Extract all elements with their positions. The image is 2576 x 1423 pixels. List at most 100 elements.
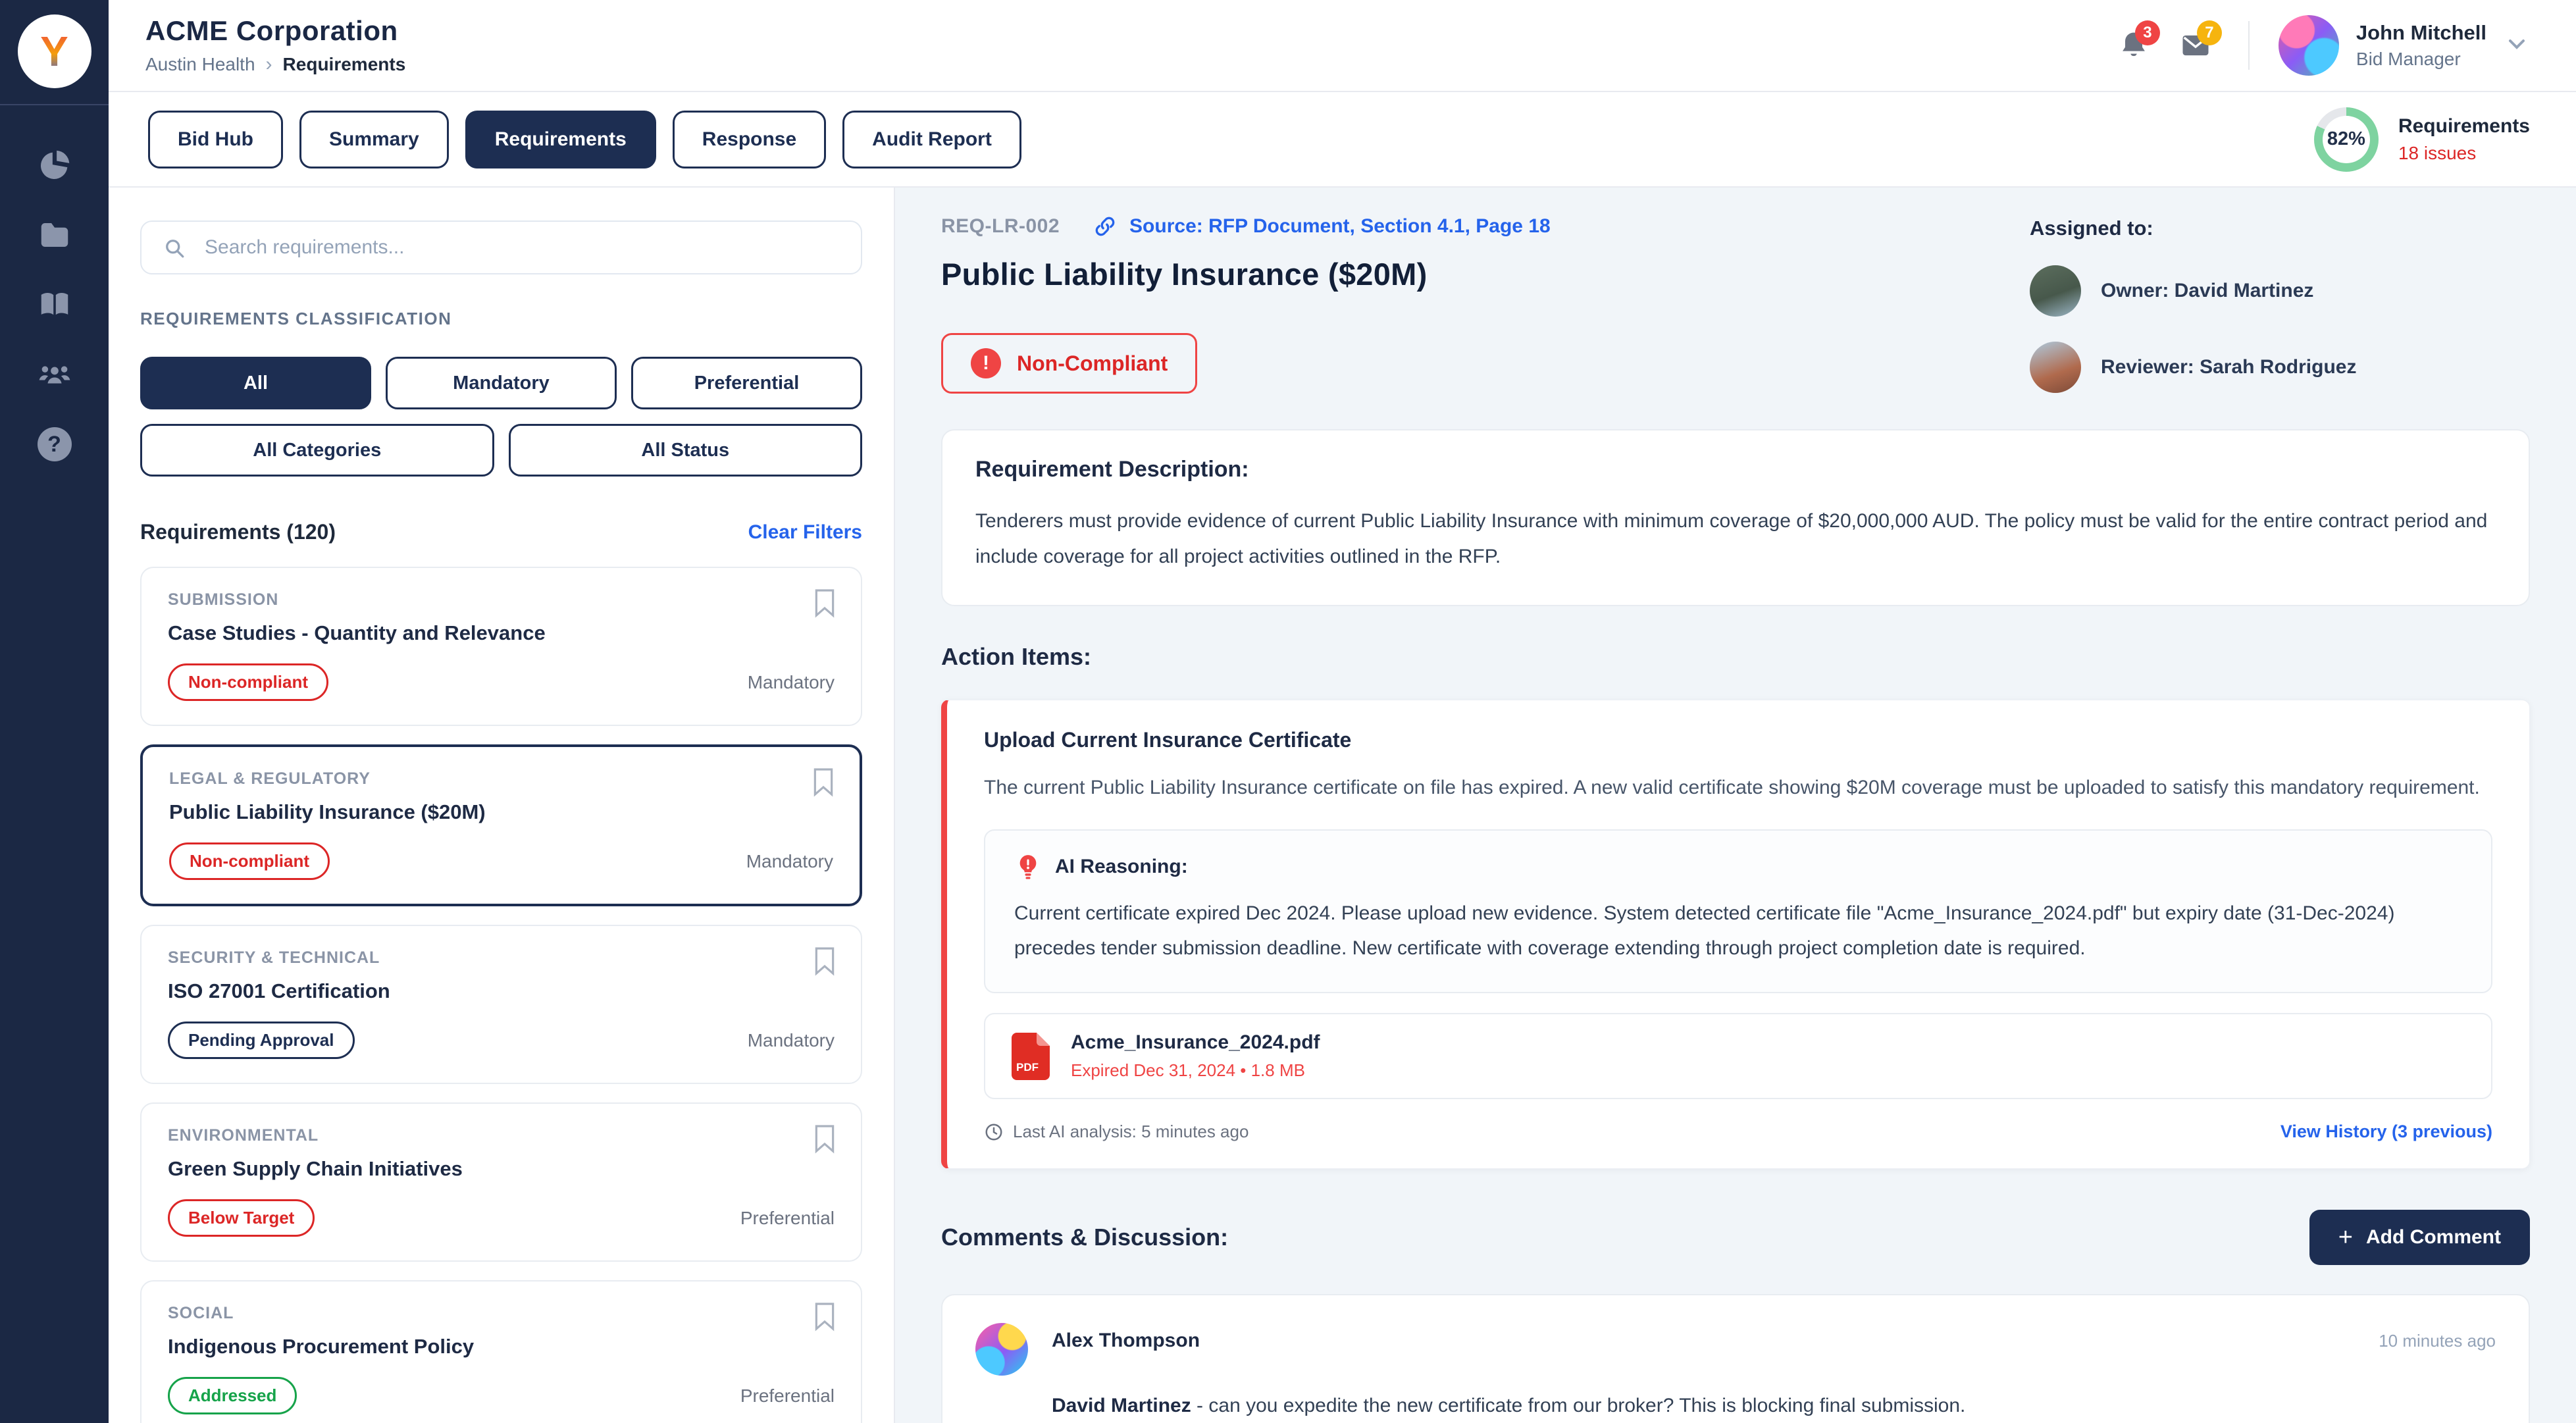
company-name: ACME Corporation [145, 15, 398, 46]
help-question-glyph: ? [37, 427, 72, 461]
add-comment-button[interactable]: + Add Comment [2309, 1210, 2530, 1265]
bookmark-icon[interactable] [812, 1301, 837, 1335]
tab-audit-report[interactable]: Audit Report [842, 110, 1021, 168]
item-type: Mandatory [747, 1029, 835, 1050]
list-item[interactable]: SECURITY & TECHNICAL ISO 27001 Certifica… [140, 925, 862, 1084]
bell-count-badge: 3 [2134, 20, 2160, 45]
filter-mandatory[interactable]: Mandatory [386, 357, 617, 409]
list-header: Requirements (120) Clear Filters [140, 520, 862, 544]
requirements-progress-widget: 82% Requirements 18 issues [2313, 107, 2530, 172]
classification-filter-row: All Mandatory Preferential [140, 357, 862, 409]
mail-icon[interactable]: 7 [2176, 20, 2222, 65]
comment-mention[interactable]: David Martinez [1052, 1395, 1191, 1416]
action-item-card: Upload Current Insurance Certificate The… [941, 700, 2530, 1169]
item-title: Case Studies - Quantity and Relevance [168, 621, 546, 644]
pie-chart-icon[interactable] [37, 147, 72, 183]
owner-avatar[interactable] [2030, 265, 2081, 317]
attachment-row[interactable]: PDF Acme_Insurance_2024.pdf Expired Dec … [984, 1013, 2492, 1099]
item-title: Indigenous Procurement Policy [168, 1335, 475, 1358]
description-card: Requirement Description: Tenderers must … [941, 429, 2530, 606]
search-box [140, 220, 862, 274]
list-title: Requirements (120) [140, 520, 336, 544]
description-heading: Requirement Description: [975, 457, 1249, 482]
plus-icon: + [2338, 1224, 2353, 1251]
action-title: Upload Current Insurance Certificate [984, 728, 1352, 752]
help-icon[interactable]: ? [37, 427, 72, 462]
header-title-block: ACME Corporation Austin Health › Require… [145, 15, 405, 76]
user-avatar[interactable] [2278, 15, 2339, 76]
comments-header: Comments & Discussion: + Add Comment [941, 1210, 2530, 1265]
progress-percent: 82% [2327, 128, 2365, 149]
detail-main: REQ-LR-002 Source: RFP Document, Section… [895, 188, 2576, 1423]
commenter-name: Alex Thompson [1052, 1330, 1200, 1351]
rail-icons: ? [37, 105, 72, 462]
lightbulb-icon [1019, 855, 1037, 879]
item-title: Green Supply Chain Initiatives [168, 1157, 463, 1180]
filter-all[interactable]: All [140, 357, 371, 409]
commenter-avatar[interactable] [975, 1323, 1028, 1376]
tab-response[interactable]: Response [672, 110, 827, 168]
requirement-id: REQ-LR-002 [941, 215, 1060, 237]
progress-issues[interactable]: 18 issues [2398, 142, 2477, 163]
reviewer-avatar[interactable] [2030, 342, 2081, 393]
alert-icon: ! [971, 348, 1001, 378]
reviewer-name: Reviewer: Sarah Rodriguez [2101, 356, 2357, 378]
filter-all-categories[interactable]: All Categories [140, 424, 494, 477]
filter-preferential[interactable]: Preferential [631, 357, 862, 409]
search-input[interactable] [140, 220, 862, 274]
status-badge: Pending Approval [168, 1022, 355, 1059]
list-item-selected[interactable]: LEGAL & REGULATORY Public Liability Insu… [140, 744, 862, 906]
last-analysis-text: Last AI analysis: 5 minutes ago [1013, 1122, 1249, 1141]
company-logo[interactable]: Y [17, 14, 91, 88]
chevron-down-icon[interactable] [2504, 31, 2530, 61]
filter-all-status[interactable]: All Status [508, 424, 862, 477]
bookmark-icon[interactable] [812, 1124, 837, 1157]
mail-count-badge: 7 [2196, 20, 2222, 45]
tab-bar: Bid Hub Summary Requirements Response Au… [109, 92, 2576, 188]
ai-reasoning-header: AI Reasoning: [1014, 853, 2462, 881]
owner-name: Owner: David Martinez [2101, 280, 2314, 301]
comment-text: - can you expedite the new certificate f… [1191, 1395, 1966, 1416]
clear-filters-link[interactable]: Clear Filters [748, 521, 862, 543]
view-history-link[interactable]: View History (3 previous) [2280, 1122, 2492, 1141]
item-category: LEGAL & REGULATORY [169, 769, 371, 788]
description-body: Tenderers must provide evidence of curre… [975, 510, 2488, 567]
list-item[interactable]: SOCIAL Indigenous Procurement Policy Add… [140, 1280, 862, 1423]
non-compliant-label: Non-Compliant [1017, 351, 1168, 375]
status-badge: Addressed [168, 1377, 297, 1414]
item-type: Mandatory [747, 671, 835, 692]
tab-bid-hub[interactable]: Bid Hub [148, 110, 283, 168]
comment-body: David Martinez - can you expedite the ne… [1052, 1390, 2496, 1422]
bookmark-icon[interactable] [812, 946, 837, 979]
book-open-icon[interactable] [37, 287, 72, 323]
item-category: SECURITY & TECHNICAL [168, 948, 380, 967]
assigned-owner-row: Owner: David Martinez [2030, 265, 2530, 317]
users-icon[interactable] [37, 357, 72, 392]
tab-summary[interactable]: Summary [299, 110, 449, 168]
list-item[interactable]: SUBMISSION Case Studies - Quantity and R… [140, 567, 862, 726]
detail-top: REQ-LR-002 Source: RFP Document, Section… [941, 214, 2530, 394]
bookmark-icon[interactable] [811, 767, 836, 800]
bookmark-icon[interactable] [812, 588, 837, 621]
attachment-name: Acme_Insurance_2024.pdf [1071, 1031, 1320, 1053]
user-role: Bid Manager [2356, 49, 2461, 69]
source-link-text: Source: RFP Document, Section 4.1, Page … [1129, 215, 1551, 237]
user-name: John Mitchell [2356, 21, 2486, 44]
assigned-reviewer-row: Reviewer: Sarah Rodriguez [2030, 342, 2530, 393]
left-nav-rail: Y ? [0, 0, 109, 1423]
classification-label: REQUIREMENTS CLASSIFICATION [140, 309, 452, 328]
action-items-heading: Action Items: [941, 643, 1092, 670]
add-comment-label: Add Comment [2366, 1226, 2501, 1248]
bell-icon[interactable]: 3 [2114, 20, 2160, 65]
ai-reasoning-box: AI Reasoning: Current certificate expire… [984, 829, 2492, 993]
tab-requirements[interactable]: Requirements [465, 110, 656, 168]
folder-icon[interactable] [37, 217, 72, 253]
breadcrumb-parent[interactable]: Austin Health [145, 54, 255, 74]
attachment-info: Acme_Insurance_2024.pdf Expired Dec 31, … [1071, 1031, 1320, 1081]
list-item[interactable]: ENVIRONMENTAL Green Supply Chain Initiat… [140, 1102, 862, 1262]
source-link[interactable]: Source: RFP Document, Section 4.1, Page … [1093, 214, 1551, 239]
requirements-list: SUBMISSION Case Studies - Quantity and R… [140, 567, 862, 1423]
dropdown-filter-row: All Categories All Status [140, 424, 862, 477]
ai-reasoning-label: AI Reasoning: [1055, 856, 1188, 877]
